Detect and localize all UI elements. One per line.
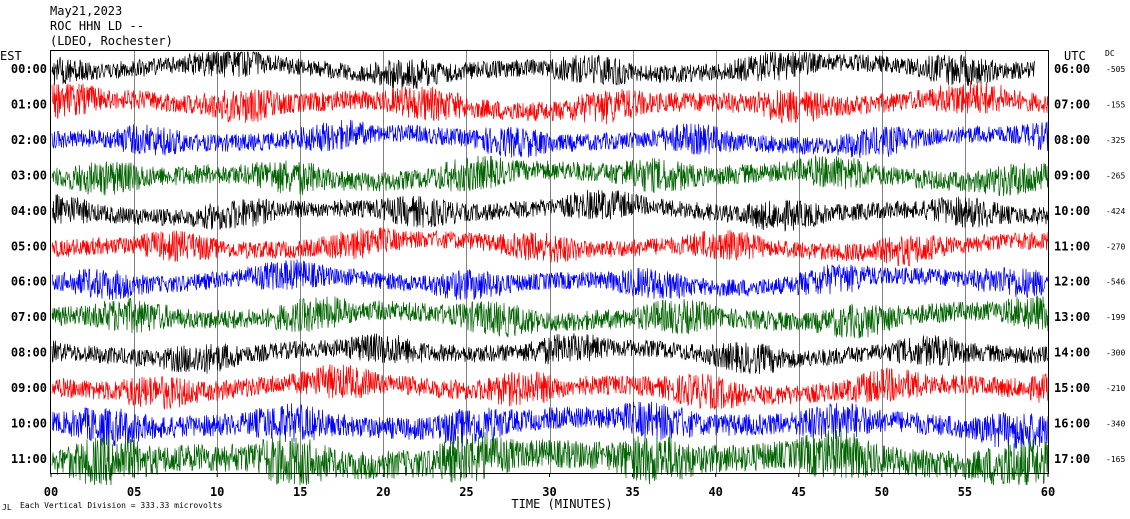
est-label: 09:00: [11, 381, 47, 395]
utc-label: 17:00: [1054, 452, 1090, 466]
utc-label: 14:00: [1054, 346, 1090, 360]
dc-value: -265: [1106, 171, 1125, 180]
tick-label-25: 25: [459, 485, 473, 499]
tick-label-40: 40: [708, 485, 722, 499]
tick-label-55: 55: [958, 485, 972, 499]
right-timezone-label: UTC: [1064, 49, 1086, 63]
dc-value: -505: [1106, 65, 1125, 74]
tick-label-20: 20: [376, 485, 390, 499]
trace-row-0900: [51, 364, 1049, 410]
trace-row-0100: [51, 80, 1049, 125]
est-label: 10:00: [11, 417, 47, 431]
utc-label: 13:00: [1054, 310, 1090, 324]
dc-value: -155: [1106, 100, 1125, 109]
tick-label-00: 00: [44, 485, 58, 499]
dc-value: -325: [1106, 136, 1125, 145]
trace-row-0700: [51, 295, 1049, 339]
est-label: 00:00: [11, 62, 47, 76]
trace-row-0000: [51, 51, 1035, 90]
utc-label: 06:00: [1054, 62, 1090, 76]
est-label: 07:00: [11, 310, 47, 324]
seismic-traces: [51, 51, 1049, 486]
est-label: 06:00: [11, 275, 47, 289]
utc-label: 16:00: [1054, 417, 1090, 431]
tick-label-60: 60: [1041, 485, 1055, 499]
tick-label-10: 10: [210, 485, 224, 499]
tick-label-50: 50: [875, 485, 889, 499]
dc-value: -300: [1106, 349, 1125, 358]
est-label: 08:00: [11, 346, 47, 360]
trace-row-0800: [51, 333, 1049, 375]
tick-label-15: 15: [293, 485, 307, 499]
trace-row-0200: [51, 119, 1049, 158]
est-label: 01:00: [11, 97, 47, 111]
dc-value: -270: [1106, 242, 1125, 251]
dc-value: -199: [1106, 313, 1125, 322]
tick-label-35: 35: [625, 485, 639, 499]
trace-row-0600: [51, 259, 1049, 301]
dc-value: -340: [1106, 420, 1125, 429]
est-label: 11:00: [11, 452, 47, 466]
header-station: ROC HHN LD --: [50, 19, 144, 33]
est-label: 03:00: [11, 168, 47, 182]
utc-label: 15:00: [1054, 381, 1090, 395]
est-label: 04:00: [11, 204, 47, 218]
utc-label: 07:00: [1054, 97, 1090, 111]
x-axis-ticks: 00 05 10 15 20 25 30 35 40 45 50 55 60: [44, 473, 1055, 499]
tick-label-45: 45: [792, 485, 806, 499]
tick-label-30: 30: [542, 485, 556, 499]
dc-value: -210: [1106, 384, 1125, 393]
utc-label: 10:00: [1054, 204, 1090, 218]
division-note: Each Vertical Division = 333.33 microvol…: [20, 501, 222, 510]
grid-lines: [134, 51, 966, 473]
utc-label: 08:00: [1054, 133, 1090, 147]
utc-label: 12:00: [1054, 275, 1090, 289]
trace-row-1000: [51, 401, 1049, 450]
dc-value: -165: [1106, 455, 1125, 464]
header-date: May21,2023: [50, 4, 122, 18]
utc-label: 09:00: [1054, 168, 1090, 182]
dc-value: -424: [1106, 207, 1125, 216]
header-network: (LDEO, Rochester): [50, 34, 173, 48]
dc-header: DC: [1105, 49, 1115, 58]
est-label: 05:00: [11, 239, 47, 253]
row-labels: 00:00 06:00 -505 01:00 07:00 -155 02:00 08:00 -3…: [11, 62, 1126, 466]
x-axis-title: TIME (MINUTES): [511, 497, 612, 511]
tick-label-05: 05: [127, 485, 141, 499]
est-label: 02:00: [11, 133, 47, 147]
trace-row-0400: [51, 189, 1049, 232]
trace-row-0500: [51, 227, 1049, 267]
corner-mark: JL: [2, 503, 12, 512]
dc-value: -546: [1106, 278, 1125, 287]
utc-label: 11:00: [1054, 239, 1090, 253]
trace-row-1100: [51, 430, 1049, 486]
left-timezone-label: EST: [0, 49, 22, 63]
trace-row-0300: [51, 155, 1049, 197]
